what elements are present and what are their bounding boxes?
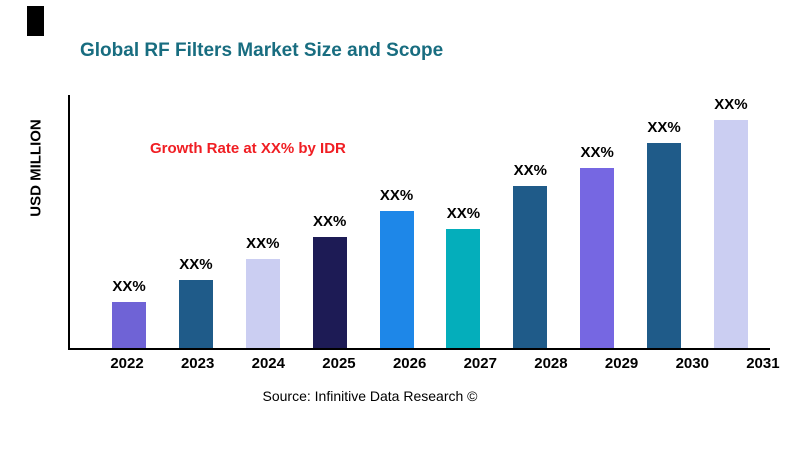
bar-value-label: XX% [714, 96, 748, 114]
bar-value-label: XX% [179, 255, 213, 273]
bar-value-label: XX% [246, 235, 280, 253]
x-tick-2028: 2028 [534, 355, 568, 372]
bar-value-label: XX% [379, 187, 414, 205]
x-tick-2027: 2027 [463, 355, 497, 372]
bar-2026 [379, 211, 414, 348]
bar-value-label: XX% [647, 119, 681, 137]
x-tick-2022: 2022 [110, 355, 144, 372]
bar-value-label: XX% [513, 162, 547, 180]
plot-area: Growth Rate at XX% by IDR XX% XX% XX% XX% XX… [68, 95, 770, 350]
corner-decoration [27, 6, 44, 36]
bar-series: XX% XX% XX% XX% XX% XX% XX% XX% XX% XX% [70, 95, 770, 348]
bar-value-label: XX% [446, 205, 481, 223]
bar-2027 [446, 229, 481, 348]
y-axis-title: USD MILLION [27, 119, 45, 217]
bar-column-2028: XX% [497, 95, 563, 348]
x-tick-2025: 2025 [322, 355, 356, 372]
bar-2031 [713, 120, 748, 348]
bar-2023 [178, 279, 213, 348]
bar-2028 [513, 186, 548, 348]
bar-2029 [580, 168, 615, 348]
bar-2025 [312, 236, 347, 348]
bar-column-2025: XX% [297, 95, 363, 348]
bar-column-2023: XX% [163, 95, 229, 348]
bar-2030 [647, 143, 681, 348]
bar-value-label: XX% [580, 144, 614, 162]
bar-value-label: XX% [112, 278, 146, 296]
chart-title: Global RF Filters Market Size and Scope [80, 40, 444, 61]
bar-column-2030: XX% [631, 95, 697, 348]
bar-column-2029: XX% [564, 95, 630, 348]
bar-column-2026: XX% [364, 95, 430, 348]
growth-rate-annotation: Growth Rate at XX% by IDR [150, 140, 346, 157]
source-text: Source: Infinitive Data Research © [262, 388, 478, 404]
x-tick-2030: 2030 [675, 355, 709, 372]
x-tick-2024: 2024 [251, 355, 285, 372]
bar-column-2024: XX% [230, 95, 296, 348]
bar-column-2031: XX% [698, 95, 764, 348]
bar-2024 [245, 259, 280, 348]
bar-column-2022: XX% [96, 95, 162, 348]
x-axis-labels: 2022 2023 2024 2025 2026 2027 2028 2029 2030 2031 [68, 355, 800, 372]
bar-value-label: XX% [312, 212, 347, 230]
bar-column-2027: XX% [430, 95, 496, 348]
x-tick-2023: 2023 [180, 355, 215, 372]
x-tick-2029: 2029 [604, 355, 639, 372]
bar-2022 [112, 302, 146, 348]
x-tick-2031: 2031 [746, 355, 780, 372]
x-tick-2026: 2026 [392, 355, 427, 372]
